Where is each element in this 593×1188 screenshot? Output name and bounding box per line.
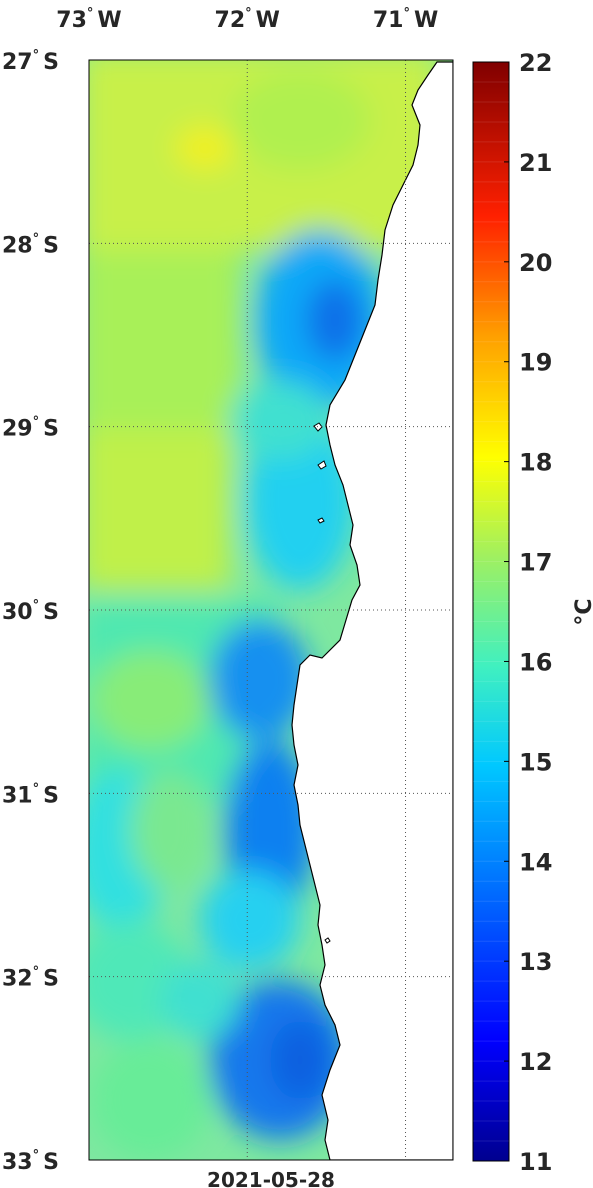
colorbar-tick-label: 22	[519, 49, 552, 77]
temperature-colorbar: 11 12 13 14 15 16 17 18 19 20 21 22	[472, 49, 552, 1176]
latitude-tick-label: 32° S	[2, 965, 59, 992]
colorbar-tick-label: 18	[519, 449, 552, 477]
colorbar-tick-label: 11	[519, 1148, 552, 1176]
latitude-tick-label: 31° S	[2, 781, 59, 808]
longitude-tick-labels: 73° W 72° W 71° W	[56, 6, 438, 33]
lat-lon-gridlines	[89, 60, 453, 1160]
colorbar-unit-label: °C	[572, 598, 593, 625]
colorbar-tick-label: 12	[519, 1048, 552, 1076]
latitude-tick-label: 28° S	[2, 231, 59, 258]
colorbar-tick-label: 15	[519, 748, 552, 776]
longitude-tick-label: 73° W	[56, 6, 121, 33]
longitude-tick-label: 71° W	[373, 6, 438, 33]
colorbar-bands	[473, 81, 509, 1142]
colorbar-tick-label: 16	[519, 648, 552, 676]
latitude-tick-labels: 27° S 28° S 29° S 30° S 31° S 32° S 33° S	[2, 48, 59, 1175]
colorbar-tick-label: 13	[519, 948, 552, 976]
colorbar-tick-label: 21	[519, 149, 552, 177]
colorbar-tick-label: 19	[519, 349, 552, 377]
latitude-tick-label: 29° S	[2, 415, 59, 442]
latitude-tick-label: 30° S	[2, 598, 59, 625]
date-label: 2021-05-28	[207, 1168, 335, 1188]
colorbar-tick-labels: 11 12 13 14 15 16 17 18 19 20 21 22	[504, 49, 552, 1176]
colorbar-tick-label: 14	[519, 848, 552, 876]
colorbar-tick-label: 17	[519, 549, 552, 577]
colorbar-gradient	[472, 61, 510, 1162]
latitude-tick-label: 27° S	[2, 48, 59, 75]
land-mask-chile	[291, 61, 453, 1160]
longitude-tick-label: 72° W	[215, 6, 280, 33]
colorbar-tick-label: 20	[519, 249, 552, 277]
map-frame	[88, 59, 454, 1161]
latitude-tick-label: 33° S	[2, 1148, 59, 1175]
